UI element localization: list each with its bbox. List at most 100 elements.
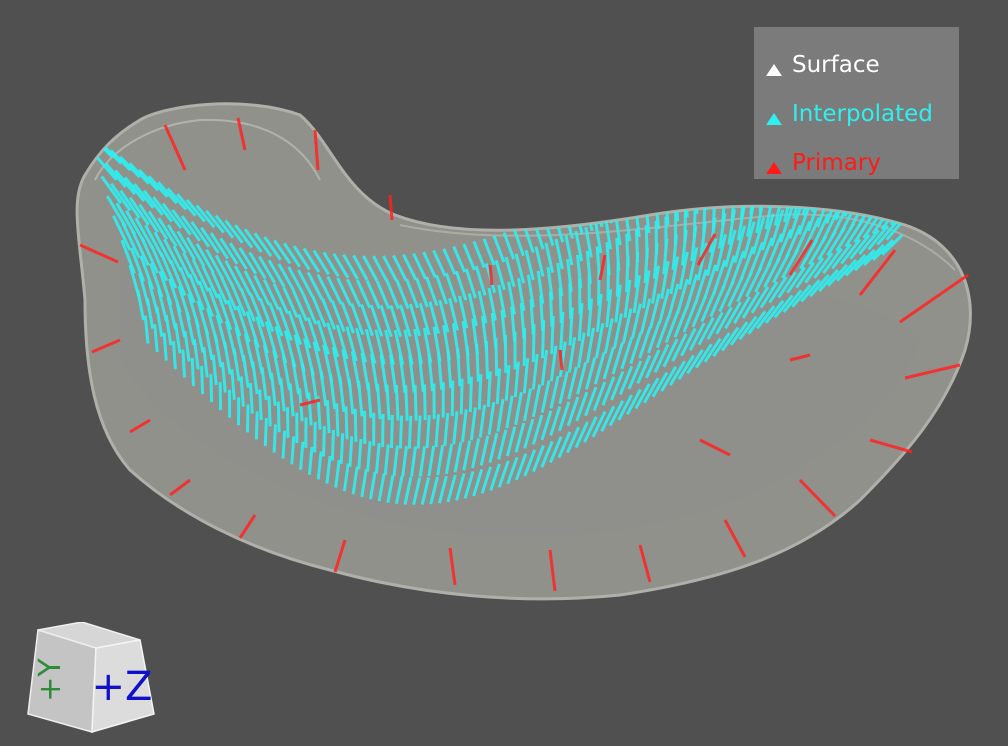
interpolated-vector <box>671 333 688 362</box>
interpolated-vector <box>494 338 499 377</box>
interpolated-vector <box>438 299 450 333</box>
interpolated-vector <box>300 363 310 399</box>
interpolated-vector <box>223 341 232 375</box>
primary-vectors <box>79 117 969 592</box>
interpolated-vector <box>376 383 382 420</box>
interpolated-vector <box>703 158 711 188</box>
interpolated-vector <box>246 404 250 433</box>
interpolated-vector <box>249 383 254 414</box>
interpolated-vector <box>738 315 758 341</box>
interpolated-vector <box>185 312 196 346</box>
interpolated-vector <box>456 348 462 387</box>
interpolated-vector <box>614 284 622 323</box>
interpolated-vector <box>452 411 459 445</box>
interpolated-vector <box>263 236 282 261</box>
interpolated-vector <box>540 440 554 468</box>
interpolated-vector <box>321 298 337 330</box>
interpolated-vector <box>147 175 169 198</box>
interpolated-vector <box>747 310 767 335</box>
interpolated-vector <box>558 287 563 323</box>
interpolated-vector <box>251 361 259 395</box>
interpolated-vector <box>699 221 707 257</box>
interpolated-vector <box>169 259 187 297</box>
interpolated-vector <box>477 290 488 324</box>
interpolated-vector <box>398 354 407 393</box>
interpolated-vector <box>800 279 821 303</box>
interpolated-vector <box>316 396 322 430</box>
interpolated-vector <box>335 324 349 360</box>
interpolated-vector <box>504 256 516 287</box>
interpolated-vector <box>405 278 420 309</box>
interpolated-vector <box>803 216 821 251</box>
interpolated-vector <box>436 351 444 390</box>
interpolated-vector <box>446 350 453 389</box>
interpolated-vector <box>362 255 379 282</box>
interpolated-vector <box>741 291 761 319</box>
interpolated-vector <box>596 293 603 333</box>
interpolated-vector <box>557 401 571 432</box>
interpolated-vector <box>328 373 337 410</box>
interpolated-vector <box>178 266 196 304</box>
interpolated-vector <box>651 371 669 398</box>
interpolated-vector <box>182 252 201 286</box>
interpolated-vector <box>95 155 118 181</box>
interpolated-vector <box>262 279 280 311</box>
interpolated-vector <box>655 316 671 349</box>
interpolated-vector <box>353 408 358 442</box>
interpolated-vector <box>276 401 281 433</box>
interpolated-vector <box>462 440 472 471</box>
interpolated-vector <box>736 205 746 241</box>
interpolated-vector <box>743 146 750 175</box>
interpolated-vector <box>531 324 536 363</box>
interpolated-vector <box>603 195 614 224</box>
interpolated-vector <box>316 451 323 480</box>
interpolated-vector <box>153 231 173 265</box>
interpolated-vector <box>390 414 394 449</box>
interpolated-vector <box>730 250 746 286</box>
legend-label: Interpolated <box>792 101 933 127</box>
interpolated-vector <box>854 248 876 272</box>
legend-label: Surface <box>792 52 880 78</box>
interpolated-vector <box>810 177 823 213</box>
interpolated-vector <box>756 305 776 330</box>
interpolated-vector <box>137 168 160 192</box>
interpolated-vector <box>861 173 880 210</box>
interpolated-vector <box>751 217 766 255</box>
interpolated-vector <box>727 209 736 245</box>
interpolated-vector <box>505 395 514 429</box>
orientation-cube[interactable]: +Y +Z <box>22 622 160 734</box>
interpolated-vector <box>651 265 661 304</box>
interpolated-vector <box>660 366 678 392</box>
interpolated-vector <box>258 297 275 333</box>
primary-vector <box>904 363 961 380</box>
interpolated-vector <box>325 400 331 434</box>
legend-item-surface: Surface <box>766 50 880 80</box>
interpolated-vector <box>202 346 209 378</box>
interpolated-vector <box>272 283 290 315</box>
interpolated-vector <box>875 186 897 219</box>
interpolated-vector <box>575 391 589 422</box>
primary-vector <box>699 438 731 457</box>
interpolated-vector <box>678 251 689 290</box>
interpolated-vector <box>106 195 127 228</box>
interpolated-vector <box>715 233 727 272</box>
interpolated-vector <box>608 400 625 427</box>
interpolated-vector <box>100 175 123 205</box>
primary-vector <box>696 233 717 266</box>
interpolated-vector <box>523 388 533 422</box>
interpolated-vector <box>233 265 252 296</box>
interpolated-vector <box>394 385 400 421</box>
interpolated-vector <box>694 269 708 304</box>
interpolated-vector <box>876 220 899 246</box>
interpolated-vector <box>385 384 391 421</box>
interpolated-vector <box>383 444 390 476</box>
primary-vector <box>299 398 321 407</box>
interpolated-vector <box>691 295 707 328</box>
interpolated-vector <box>620 336 634 370</box>
interpolated-vector <box>150 245 169 282</box>
interpolated-vector <box>673 169 682 198</box>
interpolated-vector <box>316 319 330 355</box>
interpolated-vector <box>306 271 324 301</box>
interpolated-vector <box>375 280 391 310</box>
